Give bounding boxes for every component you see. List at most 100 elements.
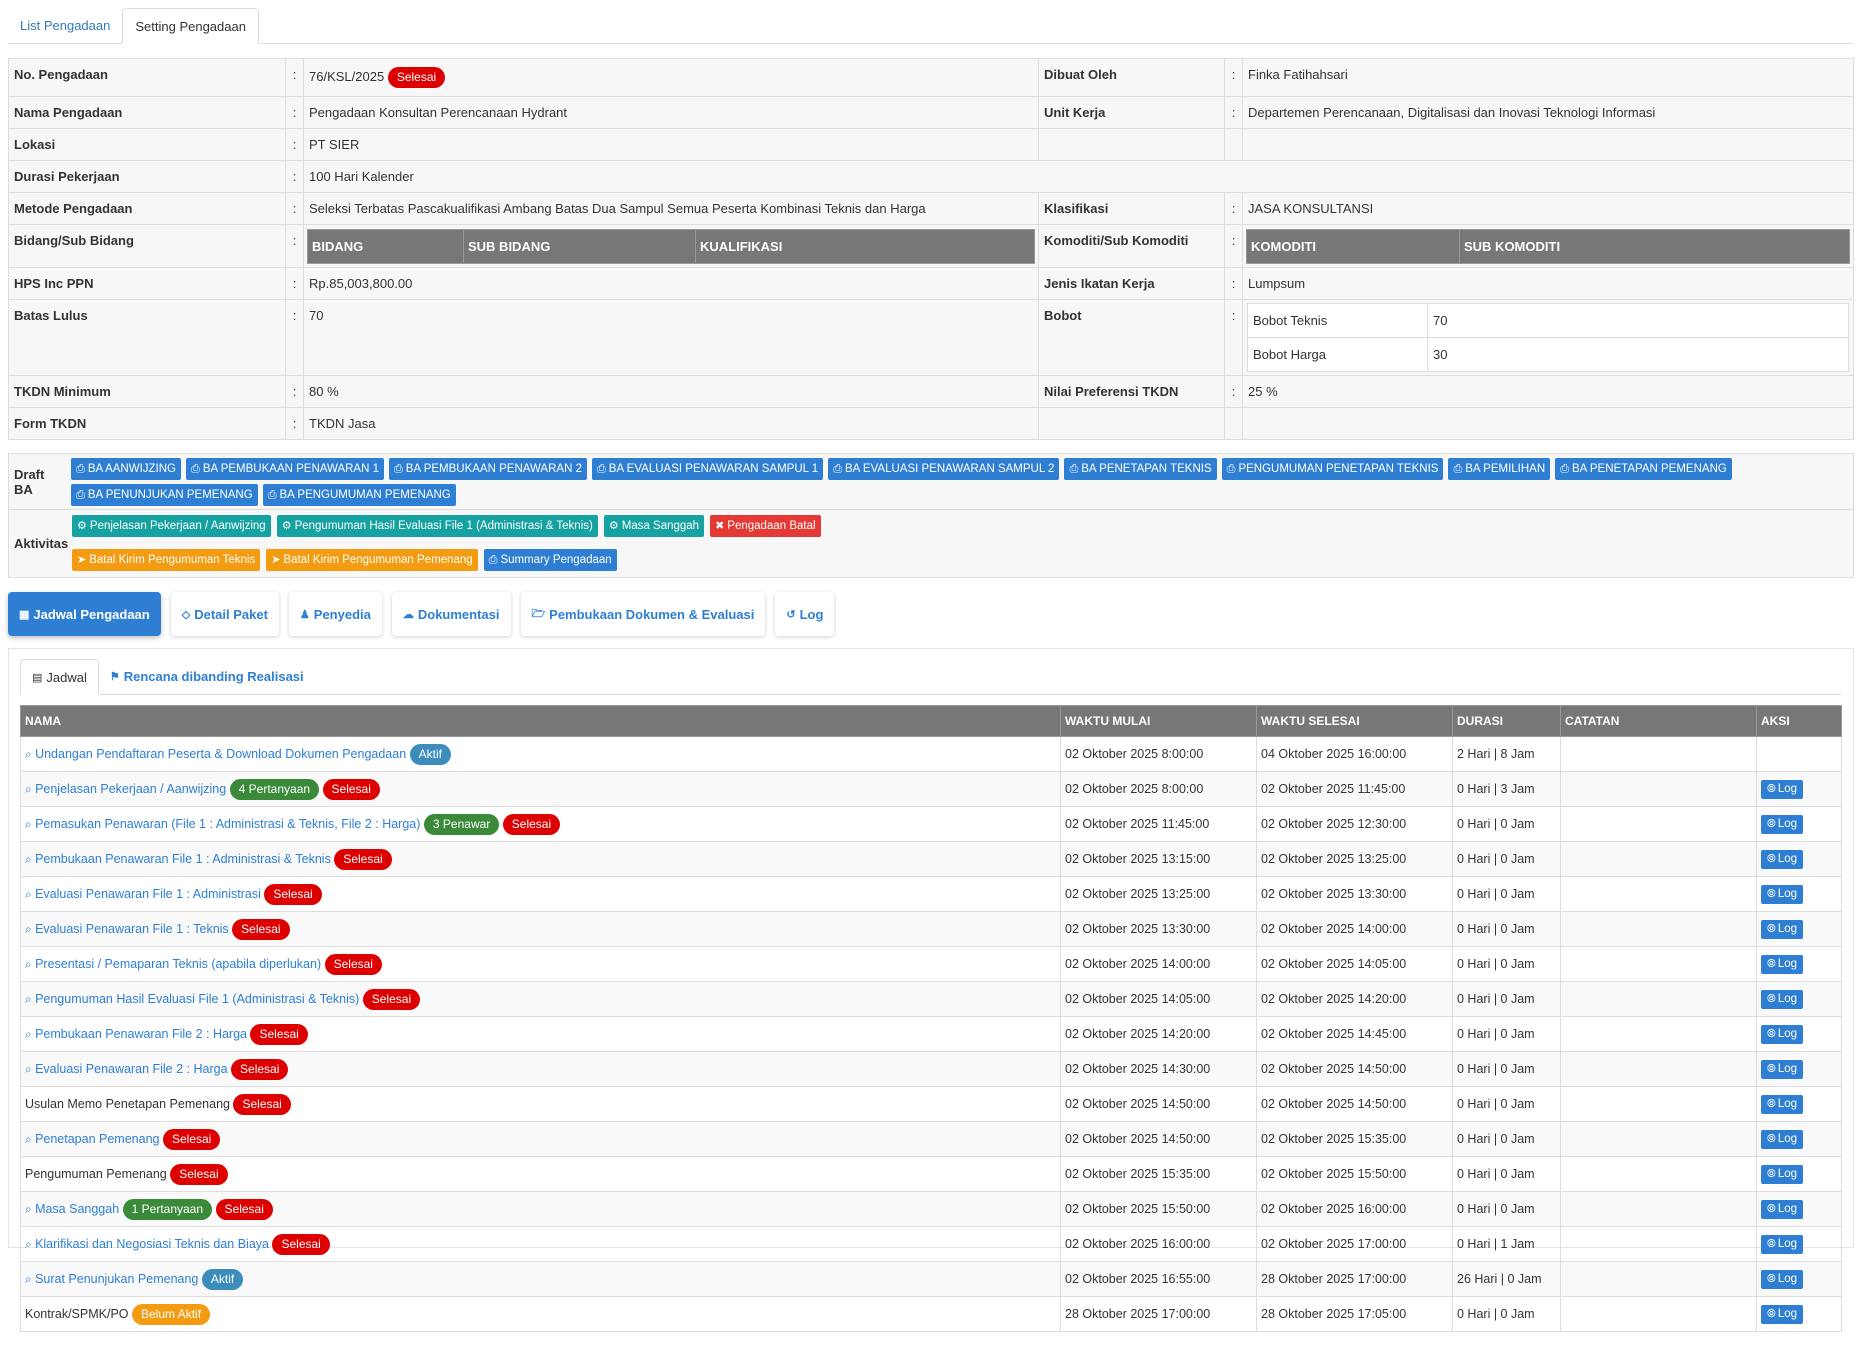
col-waktu-selesai: WAKTU SELESAI — [1256, 705, 1453, 737]
rss-icon: ⦾ — [1767, 992, 1776, 1005]
schedule-item-link[interactable]: Undangan Pendaftaran Peserta & Download … — [35, 746, 407, 761]
schedule-item-link[interactable]: Klarifikasi dan Negosiasi Teknis dan Bia… — [35, 1236, 269, 1251]
cell-aksi: ⦾ Log — [1756, 1086, 1842, 1122]
draft-ba-button-ba-pembukaan-penawaran-1[interactable]: ⎙ BA PEMBUKAAN PENAWARAN 1 — [186, 458, 384, 480]
log-button[interactable]: ⦾ Log — [1761, 1304, 1803, 1324]
draft-ba-button-ba-pemilihan[interactable]: ⎙ BA PEMILIHAN — [1448, 458, 1551, 480]
tab-jadwal-pengadaan[interactable]: ▦ Jadwal Pengadaan — [8, 592, 161, 636]
paper-plane-icon: ➤ — [271, 554, 281, 566]
draft-ba-button-ba-evaluasi-penawaran-sampul-1[interactable]: ⎙ BA EVALUASI PENAWARAN SAMPUL 1 — [591, 458, 824, 480]
tab-pembukaan-dokumen[interactable]: 🗁 Pembukaan Dokumen & Evaluasi — [520, 592, 766, 636]
cell-catatan — [1560, 1121, 1757, 1157]
log-button[interactable]: ⦾ Log — [1761, 1129, 1803, 1149]
aktivitas-button-batal-kirim-pengumuman-pemenang[interactable]: ➤ Batal Kirim Pengumuman Pemenang — [266, 549, 478, 571]
schedule-item-link[interactable]: Presentasi / Pemaparan Teknis (apabila d… — [35, 956, 322, 971]
bidang-table-cell: BIDANG SUB BIDANG KUALIFIKASI — [303, 224, 1039, 268]
cell-nama: ⌕ Surat Penunjukan Pemenang Aktif — [20, 1261, 1061, 1297]
tab-log[interactable]: ↺ Log — [775, 592, 835, 636]
schedule-item-link[interactable]: Pembukaan Penawaran File 1 : Administras… — [35, 851, 331, 866]
cell-durasi: 0 Hari | 0 Jam — [1452, 911, 1561, 947]
aktivitas-button-masa-sanggah[interactable]: ⚙ Masa Sanggah — [603, 515, 705, 537]
button-label: BA EVALUASI PENAWARAN SAMPUL 1 — [608, 463, 819, 475]
schedule-item-link[interactable]: Penjelasan Pekerjaan / Aanwijzing — [35, 781, 227, 796]
cell-aksi: ⦾ Log — [1756, 1296, 1842, 1332]
aktivitas-button-penjelasan-pekerjaan-aanwijzing[interactable]: ⚙ Penjelasan Pekerjaan / Aanwijzing — [72, 515, 271, 537]
aktivitas-button-pengumuman-hasil-evaluasi-file-1-administrasi-teknis[interactable]: ⚙ Pengumuman Hasil Evaluasi File 1 (Admin… — [276, 515, 598, 537]
status-badge: Selesai — [362, 988, 421, 1010]
cell-nama: ⌕ Penjelasan Pekerjaan / Aanwijzing 4 Pe… — [20, 771, 1061, 807]
button-label: BA PENGUMUMAN PEMENANG — [279, 489, 451, 501]
log-button[interactable]: ⦾ Log — [1761, 989, 1803, 1009]
rss-icon: ⦾ — [1767, 817, 1776, 830]
lokasi-label: Lokasi — [8, 128, 286, 161]
empty-cell — [1224, 407, 1243, 440]
cell-nama: ⌕ Undangan Pendaftaran Peserta & Downloa… — [20, 736, 1061, 772]
schedule-item-link[interactable]: Pembukaan Penawaran File 2 : Harga — [35, 1026, 247, 1041]
draft-ba-button-ba-penetapan-pemenang[interactable]: ⎙ BA PENETAPAN PEMENANG — [1555, 458, 1732, 480]
log-button[interactable]: ⦾ Log — [1761, 919, 1803, 939]
tab-jadwal[interactable]: ▤ Jadwal — [20, 659, 99, 695]
log-button[interactable]: ⦾ Log — [1761, 1024, 1803, 1044]
tab-list-pengadaan[interactable]: List Pengadaan — [20, 18, 111, 33]
log-button[interactable]: ⦾ Log — [1761, 849, 1803, 869]
log-button[interactable]: ⦾ Log — [1761, 1234, 1803, 1254]
cell-catatan — [1560, 1156, 1757, 1192]
tab-detail-paket[interactable]: ◇ Detail Paket — [170, 592, 279, 636]
aktivitas-row: Aktivitas ⚙ Penjelasan Pekerjaan / Aanwij… — [9, 510, 1853, 577]
cell-nama: ⌕ Pembukaan Penawaran File 2 : Harga Sel… — [20, 1016, 1061, 1052]
cell-waktu-mulai: 02 Oktober 2025 8:00:00 — [1060, 771, 1257, 807]
log-button[interactable]: ⦾ Log — [1761, 1059, 1803, 1079]
log-button[interactable]: ⦾ Log — [1761, 814, 1803, 834]
schedule-item-link[interactable]: Penetapan Pemenang — [35, 1131, 160, 1146]
draft-ba-button-ba-evaluasi-penawaran-sampul-2[interactable]: ⎙ BA EVALUASI PENAWARAN SAMPUL 2 — [828, 458, 1060, 480]
print-icon: ⎙ — [833, 463, 843, 475]
schedule-item-link[interactable]: Evaluasi Penawaran File 2 : Harga — [35, 1061, 228, 1076]
draft-ba-button-ba-pembukaan-penawaran-2[interactable]: ⎙ BA PEMBUKAAN PENAWARAN 2 — [388, 458, 587, 480]
cell-aksi: ⦾ Log — [1756, 1016, 1842, 1052]
tab-penyedia[interactable]: ♟ Penyedia — [288, 592, 382, 636]
tab-setting-pengadaan[interactable]: Setting Pengadaan — [122, 8, 259, 44]
aktivitas-button-pengadaan-batal[interactable]: ✖ Pengadaan Batal — [710, 515, 821, 537]
tab-rencana-realisasi[interactable]: ⚑ Rencana dibanding Realisasi — [99, 659, 315, 694]
tab-dokumentasi[interactable]: ☁ Dokumentasi — [391, 592, 511, 636]
schedule-item-link[interactable]: Evaluasi Penawaran File 1 : Teknis — [35, 921, 229, 936]
schedule-item-link[interactable]: Masa Sanggah — [35, 1201, 120, 1216]
log-button[interactable]: ⦾ Log — [1761, 954, 1803, 974]
cell-aksi — [1756, 736, 1842, 772]
aktivitas-button-batal-kirim-pengumuman-teknis[interactable]: ➤ Batal Kirim Pengumuman Teknis — [72, 549, 261, 571]
button-label: Log — [1777, 1063, 1797, 1075]
draft-ba-button-ba-penunjukan-pemenang[interactable]: ⎙ BA PENUNJUKAN PEMENANG — [71, 484, 258, 506]
tab-label: Dokumentasi — [417, 606, 500, 622]
cell-aksi: ⦾ Log — [1756, 1226, 1842, 1262]
cell-nama: ⌕ Evaluasi Penawaran File 1 : Administra… — [20, 876, 1061, 912]
draft-ba-button-ba-pengumuman-pemenang[interactable]: ⎙ BA PENGUMUMAN PEMENANG — [262, 484, 456, 506]
tab-label: Detail Paket — [194, 606, 268, 622]
table-row: Pengumuman Pemenang Selesai 02 Oktober 20… — [20, 1156, 1842, 1192]
nama-pengadaan-label: Nama Pengadaan — [8, 96, 286, 129]
cell-catatan — [1560, 736, 1757, 772]
status-badge: Selesai — [170, 1163, 228, 1185]
ikatan-label: Jenis Ikatan Kerja — [1038, 267, 1225, 300]
draft-ba-button-ba-penetapan-teknis[interactable]: ⎙ BA PENETAPAN TEKNIS — [1064, 458, 1217, 480]
schedule-item-link[interactable]: Pemasukan Penawaran (File 1 : Administra… — [35, 816, 421, 831]
log-button[interactable]: ⦾ Log — [1761, 779, 1803, 799]
draft-ba-button-ba-aanwijzing[interactable]: ⎙ BA AANWIJZING — [71, 458, 181, 480]
log-button[interactable]: ⦾ Log — [1761, 1269, 1803, 1289]
tab-label: Penyedia — [313, 606, 371, 622]
log-button[interactable]: ⦾ Log — [1761, 1199, 1803, 1219]
cloud-upload-icon: ☁ — [402, 608, 414, 621]
search-icon: ⌕ — [25, 816, 36, 831]
log-button[interactable]: ⦾ Log — [1761, 884, 1803, 904]
cell-waktu-mulai: 02 Oktober 2025 13:15:00 — [1060, 841, 1257, 877]
draft-ba-button-pengumuman-penetapan-teknis[interactable]: ⎙ PENGUMUMAN PENETAPAN TEKNIS — [1221, 458, 1444, 480]
schedule-item-link[interactable]: Pengumuman Hasil Evaluasi File 1 (Admini… — [35, 991, 360, 1006]
cell-waktu-selesai: 02 Oktober 2025 16:00:00 — [1256, 1191, 1453, 1227]
form-tkdn-label: Form TKDN — [8, 407, 286, 440]
log-button[interactable]: ⦾ Log — [1761, 1094, 1803, 1114]
aktivitas-button-summary-pengadaan[interactable]: ⎙ Summary Pengadaan — [483, 549, 617, 571]
button-label: BA EVALUASI PENAWARAN SAMPUL 2 — [845, 463, 1055, 475]
cell-catatan — [1560, 1051, 1757, 1087]
schedule-item-link[interactable]: Surat Penunjukan Pemenang — [35, 1271, 199, 1286]
log-button[interactable]: ⦾ Log — [1761, 1164, 1803, 1184]
schedule-item-link[interactable]: Evaluasi Penawaran File 1 : Administrasi — [35, 886, 261, 901]
